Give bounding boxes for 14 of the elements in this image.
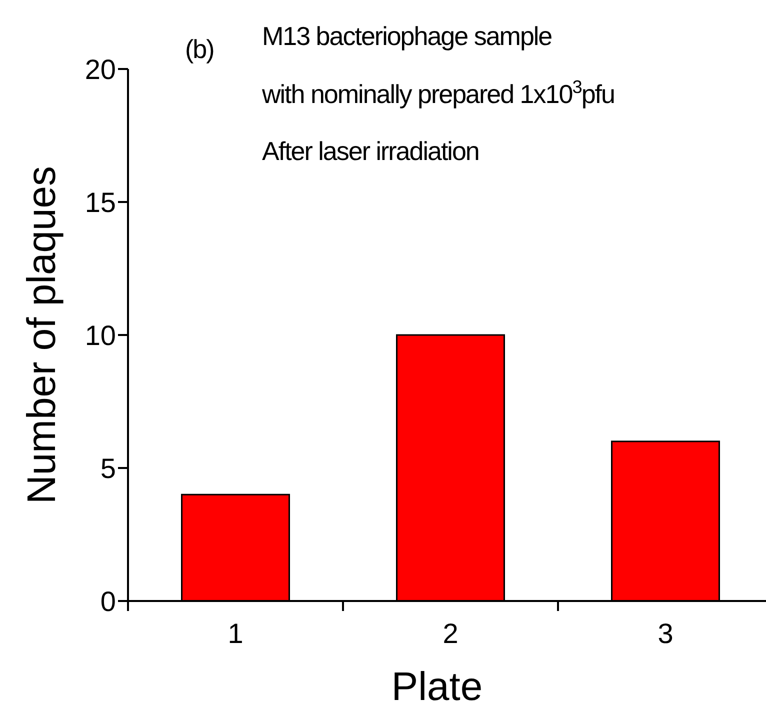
y-tick-label: 0 <box>100 586 116 617</box>
y-tick-label: 20 <box>84 54 116 85</box>
x-tick-label: 2 <box>442 618 458 649</box>
x-tick-label: 3 <box>658 618 674 649</box>
text: (b) <box>185 34 214 64</box>
annotation: After laser irradiation <box>262 136 479 166</box>
y-tick-label: 10 <box>84 320 116 351</box>
y-tick-label: 15 <box>84 186 116 218</box>
x-axis-title: Plate <box>391 665 483 709</box>
y-axis-title: Number of plaques <box>20 166 64 504</box>
x-tick-label: 1 <box>228 618 244 649</box>
y-tick-label: 5 <box>100 452 116 484</box>
text: M13 bacteriophage sample <box>262 21 552 51</box>
annotation: with nominally prepared 1x10$^{3}$pfu <box>261 77 614 109</box>
